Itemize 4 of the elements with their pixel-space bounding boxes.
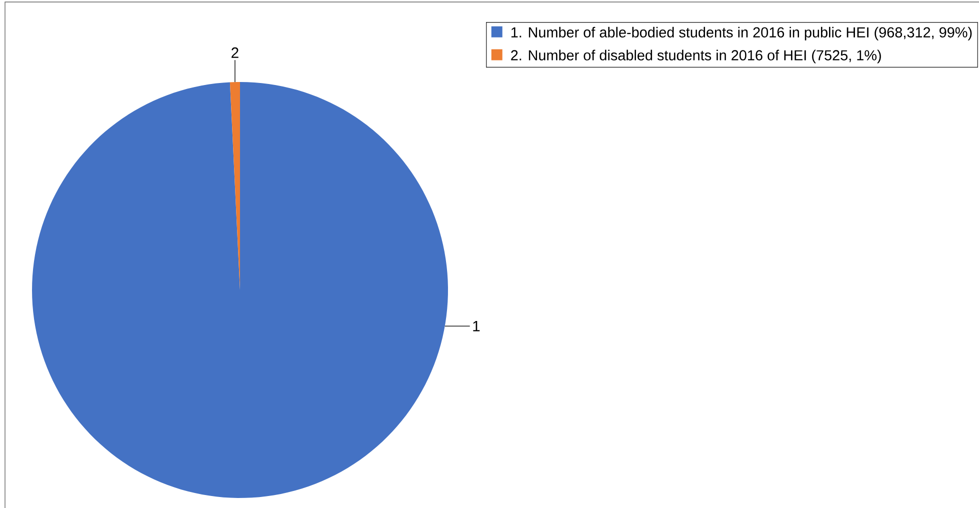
legend-label: 1. Number of able-bodied students in 2016 in public HEI (968,312, 99%) xyxy=(511,26,972,40)
text: 1 xyxy=(473,320,480,332)
legend-label: 2. Number of disabled students in 2016 of HEI (7525, 1%) xyxy=(511,50,881,64)
text: 2 xyxy=(232,47,238,58)
